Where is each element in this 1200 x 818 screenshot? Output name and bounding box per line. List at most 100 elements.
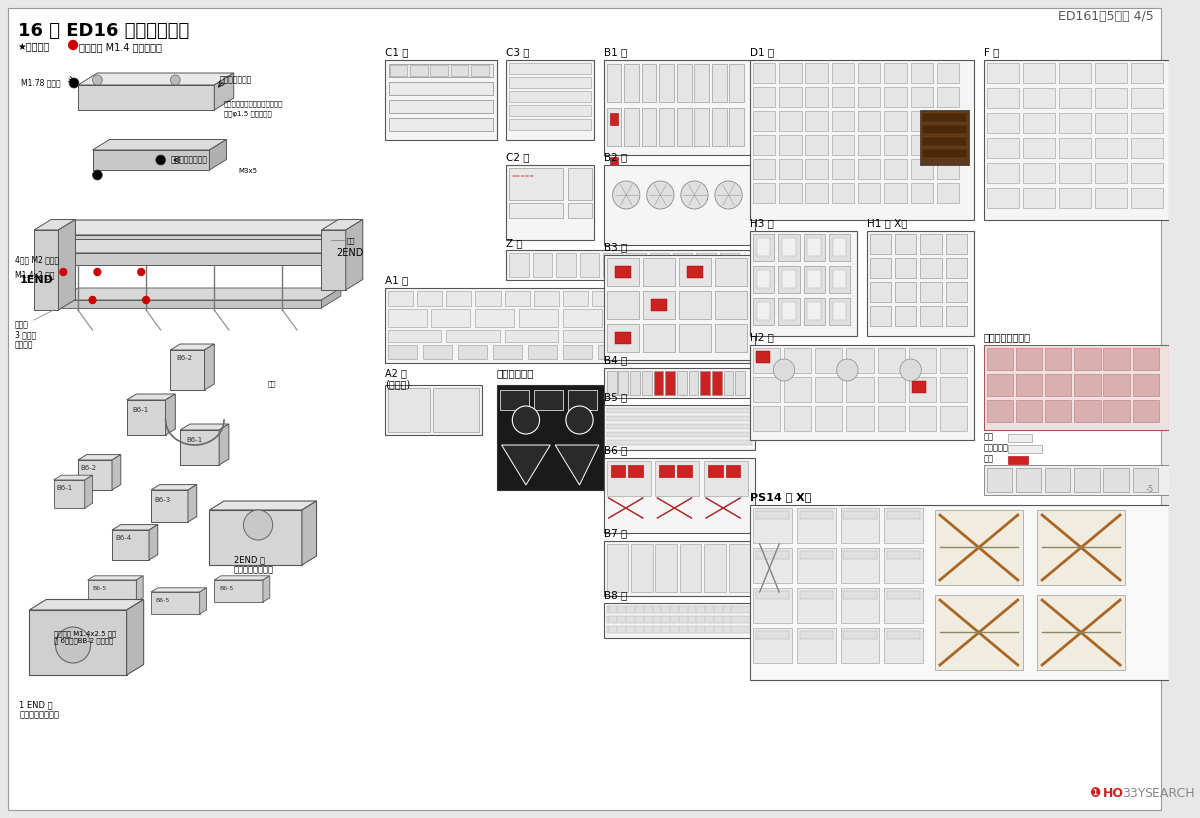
Bar: [1094, 188, 1127, 208]
Bar: [752, 159, 775, 179]
Bar: [457, 345, 487, 359]
Circle shape: [566, 406, 593, 434]
Bar: [911, 183, 934, 203]
Bar: [607, 440, 752, 445]
Polygon shape: [151, 588, 206, 592]
Bar: [752, 266, 774, 293]
Bar: [884, 628, 923, 663]
Polygon shape: [322, 219, 362, 230]
Bar: [1058, 88, 1091, 108]
Bar: [650, 299, 667, 311]
Bar: [752, 348, 780, 373]
Bar: [704, 544, 726, 592]
Bar: [884, 548, 923, 583]
Bar: [509, 91, 592, 102]
Polygon shape: [215, 580, 263, 602]
Bar: [986, 63, 1019, 83]
Text: 1END: 1END: [19, 275, 53, 285]
Polygon shape: [210, 140, 227, 170]
Bar: [808, 238, 821, 256]
Text: C3 板: C3 板: [506, 47, 530, 57]
Bar: [1045, 400, 1072, 422]
Bar: [908, 406, 936, 431]
Bar: [659, 465, 674, 477]
Bar: [730, 108, 744, 146]
Bar: [1130, 188, 1163, 208]
Text: 印部分は M1.4 タップ加工: 印部分は M1.4 タップ加工: [79, 42, 162, 52]
Bar: [935, 595, 1022, 670]
Bar: [1008, 456, 1027, 464]
Polygon shape: [151, 484, 197, 490]
Polygon shape: [210, 510, 302, 565]
Bar: [533, 253, 552, 277]
Circle shape: [647, 181, 674, 209]
Bar: [799, 511, 833, 519]
Bar: [499, 390, 529, 410]
Bar: [724, 371, 733, 395]
Bar: [385, 60, 497, 140]
Text: PS14 板 X２: PS14 板 X２: [750, 492, 811, 502]
Bar: [884, 588, 923, 623]
Circle shape: [92, 170, 102, 180]
Bar: [563, 291, 588, 306]
Bar: [1094, 138, 1127, 158]
Bar: [920, 234, 942, 254]
Bar: [778, 298, 799, 325]
Bar: [631, 544, 653, 592]
Text: C1 板: C1 板: [385, 47, 408, 57]
Polygon shape: [78, 73, 234, 85]
Bar: [937, 87, 959, 107]
Circle shape: [680, 181, 708, 209]
Bar: [509, 77, 592, 88]
Bar: [808, 302, 821, 320]
Bar: [984, 345, 1169, 430]
Bar: [884, 508, 923, 543]
Bar: [779, 87, 802, 107]
Bar: [844, 631, 876, 639]
Bar: [1045, 468, 1070, 492]
Polygon shape: [170, 350, 204, 390]
Polygon shape: [59, 300, 322, 308]
Bar: [1130, 138, 1163, 158]
Text: 下穴φ1.5 穴あけ加工: 下穴φ1.5 穴あけ加工: [224, 110, 271, 117]
Bar: [654, 371, 664, 395]
Bar: [797, 508, 835, 543]
Bar: [649, 253, 670, 277]
Bar: [643, 324, 674, 352]
Bar: [704, 461, 748, 496]
Text: M1.4x2 ナベ: M1.4x2 ナベ: [14, 270, 54, 279]
Bar: [884, 87, 907, 107]
Bar: [622, 330, 674, 342]
Text: F 板: F 板: [984, 47, 1000, 57]
Bar: [779, 159, 802, 179]
Polygon shape: [502, 445, 551, 485]
Bar: [626, 253, 646, 277]
Text: B1 板: B1 板: [604, 47, 628, 57]
Bar: [509, 168, 563, 200]
Text: B2 板: B2 板: [604, 152, 628, 162]
Bar: [804, 266, 824, 293]
Circle shape: [512, 406, 540, 434]
Bar: [1094, 113, 1127, 133]
Bar: [844, 511, 876, 519]
Bar: [607, 291, 638, 319]
Circle shape: [138, 268, 145, 276]
Bar: [1037, 510, 1124, 585]
Bar: [805, 111, 828, 131]
Bar: [911, 63, 934, 83]
Polygon shape: [263, 576, 270, 602]
Bar: [607, 626, 752, 633]
Bar: [520, 309, 558, 327]
Bar: [509, 63, 592, 74]
Polygon shape: [49, 220, 355, 235]
Bar: [568, 168, 592, 200]
Bar: [610, 113, 618, 125]
Bar: [592, 291, 618, 306]
Bar: [887, 511, 920, 519]
Polygon shape: [112, 455, 121, 490]
Text: B7 板: B7 板: [604, 528, 628, 538]
Bar: [665, 371, 674, 395]
Bar: [833, 238, 846, 256]
Bar: [1133, 374, 1159, 396]
Text: 33Y: 33Y: [1122, 787, 1145, 800]
